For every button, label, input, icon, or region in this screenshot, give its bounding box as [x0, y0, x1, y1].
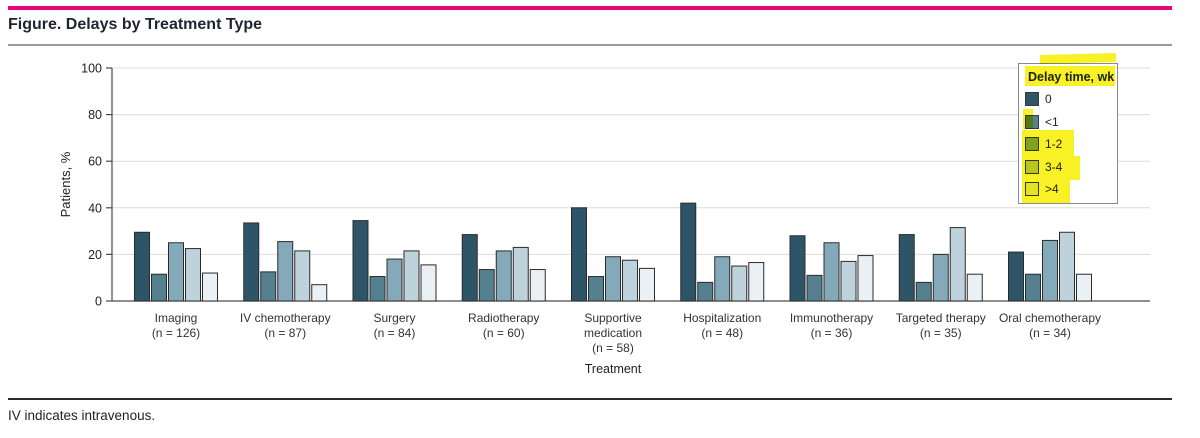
category-label: Supportive [584, 311, 642, 325]
bar-3-4 [949, 227, 966, 302]
bar->4 [420, 264, 437, 302]
category-n-label: (n = 36) [811, 326, 853, 340]
y-tick-label: 100 [81, 62, 102, 76]
bar-1-2 [168, 242, 184, 302]
legend-label: >4 [1045, 182, 1059, 196]
bar->4 [311, 284, 328, 302]
y-tick-label: 60 [88, 155, 102, 169]
category-n-label: (n = 126) [152, 326, 200, 340]
bar-1-2 [277, 241, 294, 302]
legend-swatch [1025, 137, 1039, 151]
category-n-label: (n = 58) [592, 341, 634, 355]
bar-<1 [1025, 273, 1041, 302]
category-label: Radiotherapy [468, 311, 539, 325]
category-label: medication [584, 326, 642, 340]
category-label: Surgery [373, 311, 415, 325]
bar-<1 [915, 281, 932, 302]
bar-3-4 [294, 250, 311, 302]
legend-swatch [1025, 114, 1039, 129]
legend-item-3-4: 3-4 [1025, 159, 1062, 175]
legend-label: <1 [1045, 114, 1059, 129]
bar-<1 [806, 274, 823, 302]
category-n-label: (n = 48) [701, 326, 743, 340]
legend-label: 3-4 [1045, 159, 1063, 174]
bar-0 [898, 234, 915, 302]
bar->4 [639, 267, 655, 302]
legend-item-1-2: 1-2 [1025, 136, 1062, 152]
category-n-label: (n = 84) [374, 326, 416, 340]
category-label: IV chemotherapy [240, 311, 331, 325]
bar->4 [857, 255, 874, 302]
category-n-label: (n = 35) [920, 326, 962, 340]
title-divider [8, 44, 1172, 46]
footer-note: IV indicates intravenous. [8, 408, 156, 423]
bar->4 [966, 273, 983, 302]
bar-<1 [369, 276, 386, 302]
legend-swatch [1025, 182, 1039, 196]
bar-<1 [478, 269, 495, 302]
bar-1-2 [386, 258, 403, 302]
bar->4 [748, 262, 765, 302]
category-n-label: (n = 87) [264, 326, 306, 340]
bar-0 [461, 234, 478, 302]
bar-<1 [151, 273, 167, 302]
category-label: Targeted therapy [896, 311, 986, 325]
bar-0 [789, 235, 806, 302]
legend-swatch [1025, 159, 1039, 174]
bar-1-2 [1042, 239, 1058, 302]
bar-1-2 [932, 253, 949, 302]
x-axis-title: Treatment [585, 362, 642, 376]
figure-title: Figure. Delays by Treatment Type [8, 16, 263, 33]
category-label: Oral chemotherapy [999, 311, 1101, 325]
bar-0 [352, 220, 369, 302]
y-axis-title: Patients, % [58, 151, 73, 217]
bar-0 [134, 231, 150, 302]
bar-3-4 [403, 250, 420, 302]
category-n-label: (n = 34) [1029, 326, 1071, 340]
bar-1-2 [823, 242, 840, 302]
y-tick-label: 40 [88, 201, 102, 215]
legend-item-<1: <1 [1025, 114, 1059, 130]
legend-item->4: >4 [1025, 181, 1059, 197]
category-n-label: (n = 60) [483, 326, 525, 340]
bar-<1 [260, 271, 277, 302]
legend-swatch [1025, 92, 1039, 106]
bar->4 [1076, 273, 1092, 302]
legend-title: Delay time, wk [1028, 70, 1115, 84]
bar-3-4 [185, 248, 201, 302]
y-tick-label: 20 [88, 248, 102, 262]
legend-label: 1-2 [1045, 137, 1063, 151]
footer-divider [8, 398, 1172, 400]
category-label: Hospitalization [683, 311, 761, 325]
chart-legend: Delay time, wk 0 <1 1-2 3-4 >4 [1018, 63, 1118, 204]
bar-0 [571, 207, 587, 302]
legend-label: 0 [1045, 92, 1052, 106]
bar-3-4 [731, 265, 748, 302]
bar-<1 [588, 276, 604, 302]
y-tick-label: 80 [88, 108, 102, 122]
bar-1-2 [714, 256, 731, 302]
bar-3-4 [1059, 231, 1075, 302]
bar-1-2 [605, 256, 621, 302]
accent-top-bar [8, 6, 1172, 10]
bar-0 [243, 222, 260, 302]
bar-<1 [697, 281, 714, 302]
bar-0 [1008, 251, 1024, 302]
category-label: Immunotherapy [790, 311, 873, 325]
bar-3-4 [512, 246, 529, 302]
bar-0 [680, 202, 697, 302]
bar-3-4 [622, 259, 638, 302]
category-label: Imaging [155, 311, 198, 325]
bar-chart: 0 20 40 60 80 100 Patients, % Imaging(n = 126) I… [58, 62, 1150, 376]
legend-item-0: 0 [1025, 91, 1052, 107]
bar-3-4 [840, 260, 857, 302]
bar->4 [202, 272, 218, 302]
bar-1-2 [495, 250, 512, 302]
y-tick-label: 0 [95, 295, 102, 309]
bar->4 [529, 269, 546, 302]
